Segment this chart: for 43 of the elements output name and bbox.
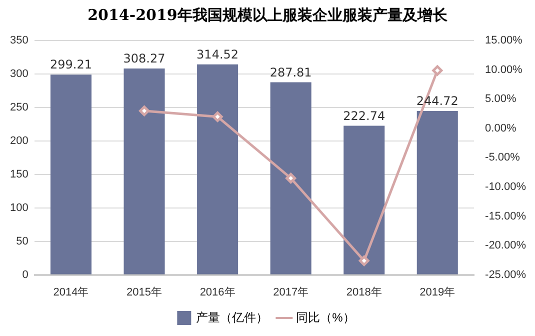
point	[432, 65, 443, 76]
data-label: 308.27	[123, 52, 166, 66]
x-tick-label: 2015年	[126, 286, 162, 298]
bar	[197, 64, 238, 274]
point	[286, 172, 296, 184]
data-label: 314.52	[196, 47, 239, 62]
legend-label: 产量（亿件）	[196, 310, 268, 324]
point	[358, 256, 370, 266]
point	[139, 106, 150, 116]
y-tick-label: 0	[22, 268, 28, 281]
x-tick-label: 2019年	[420, 286, 456, 298]
y2-tick-label: -5.00%	[485, 152, 520, 164]
y-tick-label: 150	[10, 168, 28, 180]
x-tick-label: 2016年	[200, 286, 236, 298]
y2-tick-label: 15.00%	[485, 34, 523, 47]
y2-tick-label: -25.00%	[485, 268, 526, 281]
y2-tick-label: 5.00%	[485, 93, 516, 106]
legend-label: 同比（%）	[296, 310, 355, 324]
y2-tick-label: -15.00%	[485, 210, 526, 222]
y2-tick-label: -10.00%	[485, 181, 526, 194]
y-tick-label: 300	[10, 68, 28, 80]
data-label: 244.72	[416, 94, 458, 108]
x-tick-label: 2018年	[346, 286, 382, 298]
x-tick-label: 2017年	[273, 286, 309, 298]
y2-tick-label: 0.00%	[485, 122, 516, 134]
bar	[344, 126, 385, 274]
data-label: 222.74	[343, 108, 386, 123]
y-tick-label: 350	[10, 34, 28, 47]
y-tick-label: 50	[16, 235, 28, 248]
x-tick-label: 2014年	[53, 286, 89, 298]
data-label: 299.21	[50, 58, 92, 72]
bar	[50, 74, 92, 274]
y2-tick-label: -20.00%	[485, 240, 526, 252]
data-label: 287.81	[270, 65, 312, 80]
y-tick-label: 250	[10, 102, 28, 114]
bar	[124, 68, 165, 274]
y-tick-label: 200	[10, 135, 28, 148]
y-tick-label: 100	[10, 202, 28, 214]
bar	[270, 82, 312, 274]
chart-title: 2014-2019年我国规模以上服装企业服装产量及增长	[86, 6, 448, 26]
y2-tick-label: 10.00%	[485, 64, 523, 76]
point	[212, 111, 223, 122]
bar	[416, 111, 458, 274]
